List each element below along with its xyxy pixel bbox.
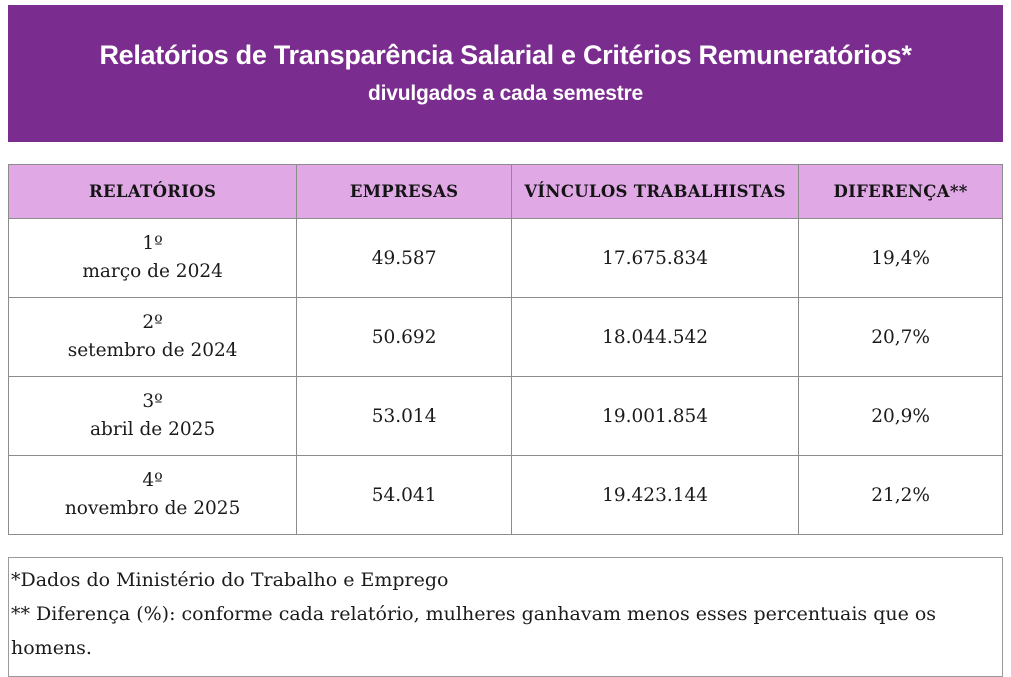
column-header-empresas: EMPRESAS: [296, 164, 512, 219]
table-header-row: RELATÓRIOS EMPRESAS VÍNCULOS TRABALHISTA…: [7, 164, 1003, 219]
report-ordinal: 1º: [142, 233, 163, 254]
cell-relatorio-periodo: 4º novembro de 2025: [7, 455, 298, 535]
table-row: 3º abril de 2025 53.014 19.001.854 20,9%: [7, 376, 1003, 456]
report-ordinal: 3º: [142, 391, 163, 412]
report-date: março de 2024: [82, 261, 223, 282]
footnote-diferenca-definition: ** Diferença (%): conforme cada relatóri…: [11, 603, 937, 659]
cell-diferenca: 21,2%: [798, 455, 1003, 535]
cell-vinculos-trabalhistas: 17.675.834: [510, 218, 800, 298]
table-row: 2º setembro de 2024 50.692 18.044.542 20…: [7, 297, 1003, 377]
cell-empresas: 54.041: [296, 455, 512, 535]
footnote-source: *Dados do Ministério do Trabalho e Empre…: [11, 569, 449, 591]
report-date: setembro de 2024: [67, 340, 238, 361]
title-banner: Relatórios de Transparência Salarial e C…: [8, 5, 1003, 142]
cell-relatorio-periodo: 1º março de 2024: [7, 218, 298, 298]
cell-vinculos-trabalhistas: 19.001.854: [510, 376, 800, 456]
cell-empresas: 49.587: [296, 218, 512, 298]
salary-transparency-table: RELATÓRIOS EMPRESAS VÍNCULOS TRABALHISTA…: [7, 164, 1003, 535]
cell-diferenca: 20,7%: [798, 297, 1003, 377]
chart-title: Relatórios de Transparência Salarial e C…: [99, 39, 912, 70]
report-ordinal: 4º: [142, 470, 163, 491]
table-row: 1º março de 2024 49.587 17.675.834 19,4%: [7, 218, 1003, 298]
column-header-diferenca: DIFERENÇA**: [798, 164, 1003, 219]
cell-empresas: 53.014: [296, 376, 512, 456]
footnotes-box: *Dados do Ministério do Trabalho e Empre…: [8, 557, 1003, 677]
report-ordinal: 2º: [142, 312, 163, 333]
table-row: 4º novembro de 2025 54.041 19.423.144 21…: [7, 455, 1003, 535]
cell-vinculos-trabalhistas: 19.423.144: [510, 455, 800, 535]
cell-empresas: 50.692: [296, 297, 512, 377]
cell-relatorio-periodo: 3º abril de 2025: [7, 376, 298, 456]
cell-vinculos-trabalhistas: 18.044.542: [510, 297, 800, 377]
column-header-relatorios: RELATÓRIOS: [7, 164, 298, 219]
report-date: abril de 2025: [90, 419, 216, 440]
column-header-vinculos-trabalhistas: VÍNCULOS TRABALHISTAS: [510, 164, 800, 219]
cell-diferenca: 19,4%: [798, 218, 1003, 298]
cell-relatorio-periodo: 2º setembro de 2024: [7, 297, 298, 377]
report-date: novembro de 2025: [64, 498, 241, 519]
chart-subtitle: divulgados a cada semestre: [368, 82, 643, 106]
cell-diferenca: 20,9%: [798, 376, 1003, 456]
